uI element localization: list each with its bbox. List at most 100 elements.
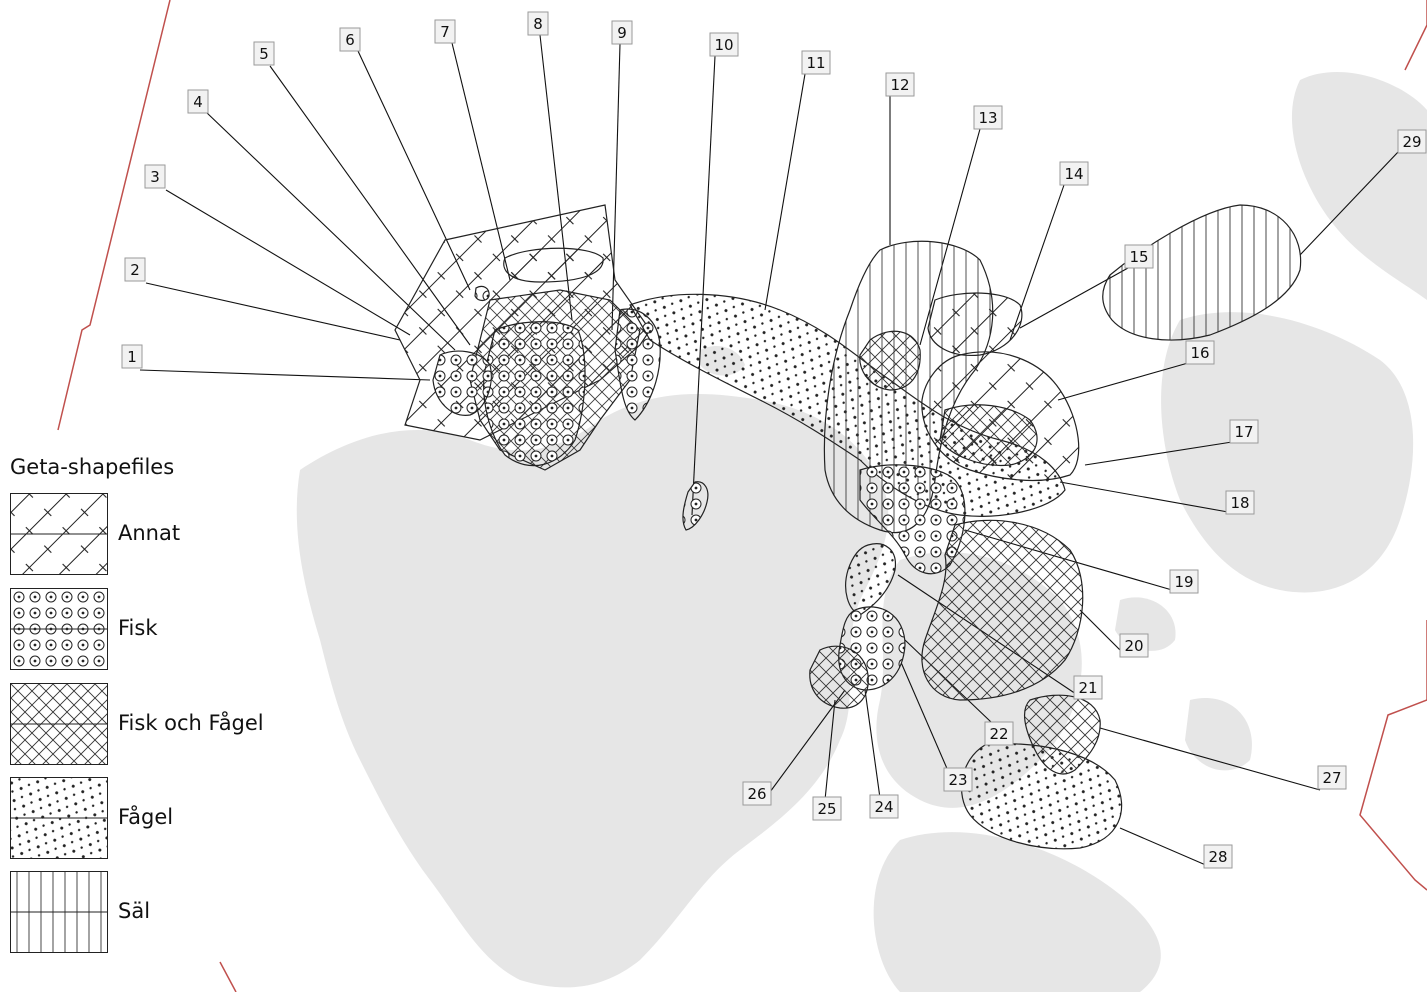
svg-text:6: 6 [345, 31, 355, 49]
area-label-23: 23 [943, 767, 973, 792]
area-annat-14 [927, 292, 1023, 357]
svg-text:20: 20 [1124, 637, 1143, 655]
area-label-4: 4 [187, 89, 209, 114]
area-label-27: 27 [1317, 765, 1347, 790]
svg-text:29: 29 [1402, 133, 1421, 151]
boundary-southeast [1359, 620, 1427, 891]
legend-item-fagel: Fågel [10, 777, 300, 859]
main-island [296, 394, 889, 988]
legend-item-annat: Annat [10, 493, 300, 575]
boundary-south [219, 961, 237, 992]
svg-text:17: 17 [1234, 423, 1253, 441]
areas-south [809, 543, 1123, 850]
svg-text:12: 12 [890, 76, 909, 94]
area-label-15: 15 [1124, 244, 1154, 269]
area-cross-18 [939, 404, 1038, 467]
legend-label-sal: Säl [118, 899, 151, 923]
legend-swatch-fagel [10, 777, 108, 859]
legend-item-fisk: Fisk [10, 588, 300, 670]
legend-item-sal: Säl [10, 871, 300, 953]
area-label-17: 17 [1229, 419, 1259, 444]
area-annat-inner [503, 247, 604, 283]
svg-text:26: 26 [747, 785, 766, 803]
svg-text:2: 2 [130, 261, 140, 279]
boundary-lines [57, 0, 1427, 992]
svg-text:21: 21 [1078, 679, 1097, 697]
svg-text:9: 9 [617, 24, 627, 42]
legend-label-fagel: Fågel [118, 805, 174, 829]
area-label-6: 6 [339, 27, 361, 52]
area-label-10: 10 [709, 32, 739, 57]
svg-text:18: 18 [1230, 494, 1249, 512]
legend-swatch-sal [10, 871, 108, 953]
svg-text:25: 25 [817, 800, 836, 818]
area-label-22: 22 [984, 721, 1014, 746]
area-label-9: 9 [611, 20, 633, 45]
svg-text:19: 19 [1174, 573, 1193, 591]
area-fisk-islet-10 [682, 481, 709, 531]
area-label-21: 21 [1073, 675, 1103, 700]
area-label-3: 3 [144, 164, 166, 189]
islet-d [1185, 698, 1252, 771]
svg-text:11: 11 [806, 54, 825, 72]
area-label-13: 13 [973, 105, 1003, 130]
areas-central [629, 204, 1302, 701]
boundary-west [57, 0, 171, 431]
area-label-7: 7 [434, 19, 456, 44]
area-label-24: 24 [869, 794, 899, 819]
area-cross-13 [859, 330, 921, 391]
area-label-28: 28 [1203, 844, 1233, 869]
area-sal-29 [1102, 204, 1302, 341]
svg-text:3: 3 [150, 168, 160, 186]
boundary-east [1404, 0, 1427, 71]
area-label-26: 26 [742, 781, 772, 806]
area-label-11: 11 [801, 50, 831, 75]
land-background [296, 71, 1427, 992]
area-fisk-west-small [432, 350, 492, 416]
islet-b [618, 416, 660, 450]
area-label-16: 16 [1185, 340, 1215, 365]
svg-text:5: 5 [259, 45, 269, 63]
legend-title: Geta-shapefiles [10, 455, 175, 479]
area-fisk-dot-7 [474, 285, 490, 302]
area-label-12: 12 [885, 72, 915, 97]
area-label-20: 20 [1119, 633, 1149, 658]
legend-swatch-fisk [10, 588, 108, 670]
legend-item-fisk-och-fagel: Fisk och Fågel [10, 683, 300, 765]
svg-text:24: 24 [874, 798, 893, 816]
svg-text:15: 15 [1129, 248, 1148, 266]
svg-text:27: 27 [1322, 769, 1341, 787]
legend-swatch-annat [10, 493, 108, 575]
area-label-19: 19 [1169, 569, 1199, 594]
svg-text:10: 10 [714, 36, 733, 54]
legend-swatch-fisk-och-fagel [10, 683, 108, 765]
svg-text:23: 23 [948, 771, 967, 789]
svg-text:22: 22 [989, 725, 1008, 743]
area-label-25: 25 [812, 796, 842, 821]
legend-label-fisk: Fisk [118, 616, 158, 640]
east-edge-islands [1291, 71, 1427, 300]
area-label-1: 1 [121, 344, 143, 369]
area-label-5: 5 [253, 41, 275, 66]
svg-text:13: 13 [978, 109, 997, 127]
northeast-islands [1161, 312, 1414, 593]
svg-text:7: 7 [440, 23, 450, 41]
area-cross-26 [809, 645, 869, 709]
svg-text:14: 14 [1064, 165, 1083, 183]
legend-label-fisk-och-fagel: Fisk och Fågel [118, 711, 264, 735]
svg-text:1: 1 [127, 348, 137, 366]
svg-text:16: 16 [1190, 344, 1209, 362]
area-label-18: 18 [1225, 490, 1255, 515]
area-label-8: 8 [527, 11, 549, 36]
svg-text:8: 8 [533, 15, 543, 33]
svg-text:4: 4 [193, 93, 203, 111]
area-label-2: 2 [124, 257, 146, 282]
area-label-29: 29 [1397, 129, 1427, 154]
area-cross-20 [921, 519, 1084, 701]
southeast-islands [873, 832, 1161, 992]
legend-label-annat: Annat [118, 521, 181, 545]
area-labels: 1 2 3 4 5 6 7 8 9 10 11 12 13 14 15 16 1… [121, 11, 1427, 869]
area-label-14: 14 [1059, 161, 1089, 186]
area-fisk-west [483, 321, 586, 467]
